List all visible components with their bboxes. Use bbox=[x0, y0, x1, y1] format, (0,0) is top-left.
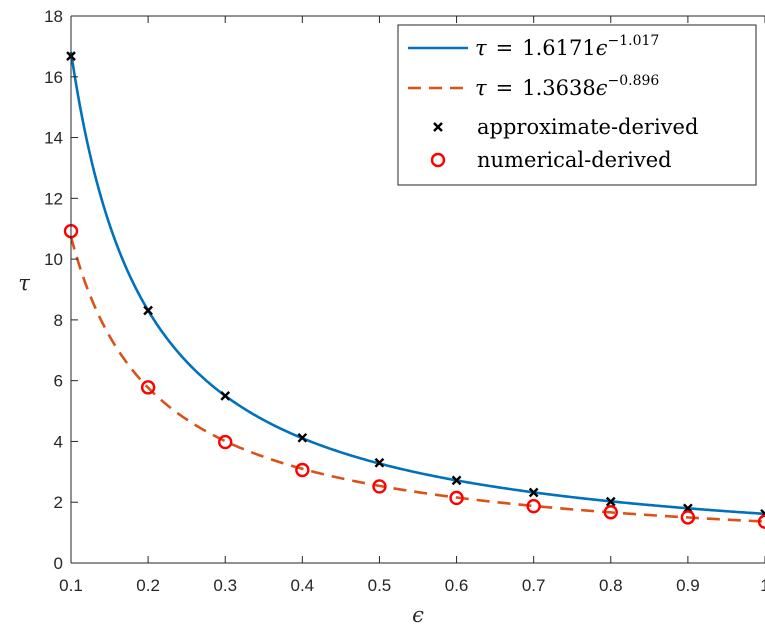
y-tick-label: 8 bbox=[54, 311, 63, 330]
x-tick-label: 1 bbox=[760, 576, 765, 595]
y-tick-label: 4 bbox=[54, 432, 63, 451]
approximate-derived-point bbox=[374, 457, 385, 468]
legend-label: numerical-derived bbox=[477, 148, 672, 172]
approximate-derived-point bbox=[605, 496, 616, 507]
x-tick-label: 0.1 bbox=[59, 576, 83, 595]
x-tick-label: 0.4 bbox=[291, 576, 315, 595]
legend-label: τ = 1.6171ϵ−1.017 bbox=[475, 33, 659, 60]
chart-axes bbox=[70, 15, 765, 564]
legend-swatch-circle-marker bbox=[430, 152, 446, 168]
y-tick-label: 14 bbox=[44, 129, 63, 148]
x-tick-label: 0.9 bbox=[676, 576, 700, 595]
legend-label: τ = 1.3638ϵ−0.896 bbox=[475, 73, 659, 100]
approximate-derived-point bbox=[220, 391, 231, 401]
y-axis-title: τ bbox=[18, 271, 30, 295]
numerical-derived-point bbox=[218, 434, 233, 450]
fit-curve-2 bbox=[69, 236, 765, 523]
y-tick-label: 6 bbox=[54, 372, 63, 391]
y-tick-label: 12 bbox=[44, 189, 63, 208]
y-tick-label: 10 bbox=[44, 250, 63, 269]
y-tick-label: 16 bbox=[44, 68, 63, 87]
legend: τ = 1.6171ϵ−1.017 τ = 1.3638ϵ−0.896 approximat… bbox=[397, 24, 757, 186]
tick-group: 0.10.20.30.40.50.60.70.80.91024681012141… bbox=[44, 7, 765, 595]
x-tick-label: 0.3 bbox=[213, 576, 237, 595]
approximate-derived-point bbox=[143, 305, 153, 316]
numerical-derived-point bbox=[449, 490, 464, 506]
y-tick-label: 18 bbox=[44, 7, 63, 26]
legend-entry: numerical-derived bbox=[430, 148, 672, 172]
numerical-derived-point bbox=[680, 510, 696, 525]
numerical-derived-point bbox=[372, 479, 387, 494]
chart-marks bbox=[63, 51, 765, 529]
legend-label: approximate-derived bbox=[477, 115, 698, 139]
legend-box bbox=[397, 24, 757, 186]
x-tick-label: 0.6 bbox=[445, 576, 469, 595]
legend-entry: approximate-derived bbox=[433, 115, 698, 139]
numerical-derived-point bbox=[140, 380, 156, 395]
legend-entry: τ = 1.3638ϵ−0.896 bbox=[408, 73, 659, 100]
x-tick-label: 0.7 bbox=[522, 576, 546, 595]
x-tick-label: 0.8 bbox=[599, 576, 623, 595]
approximate-derived-point bbox=[451, 475, 462, 486]
legend-entry: τ = 1.6171ϵ−1.017 bbox=[408, 33, 659, 60]
approximate-derived-point bbox=[528, 487, 539, 498]
fit-curve-1 bbox=[69, 51, 765, 516]
x-tick-label: 0.5 bbox=[368, 576, 392, 595]
x-tick-label: 0.2 bbox=[136, 576, 160, 595]
x-axis-title: ϵ bbox=[412, 603, 424, 627]
approximate-derived-point bbox=[297, 432, 308, 443]
numerical-derived-point bbox=[603, 505, 618, 520]
legend-swatch-x-marker bbox=[433, 122, 443, 132]
y-tick-label: 0 bbox=[54, 554, 63, 573]
y-tick-label: 2 bbox=[54, 493, 63, 512]
numerical-derived-point bbox=[526, 498, 541, 514]
numerical-derived-point bbox=[295, 462, 310, 478]
numerical-derived-point bbox=[757, 514, 765, 529]
